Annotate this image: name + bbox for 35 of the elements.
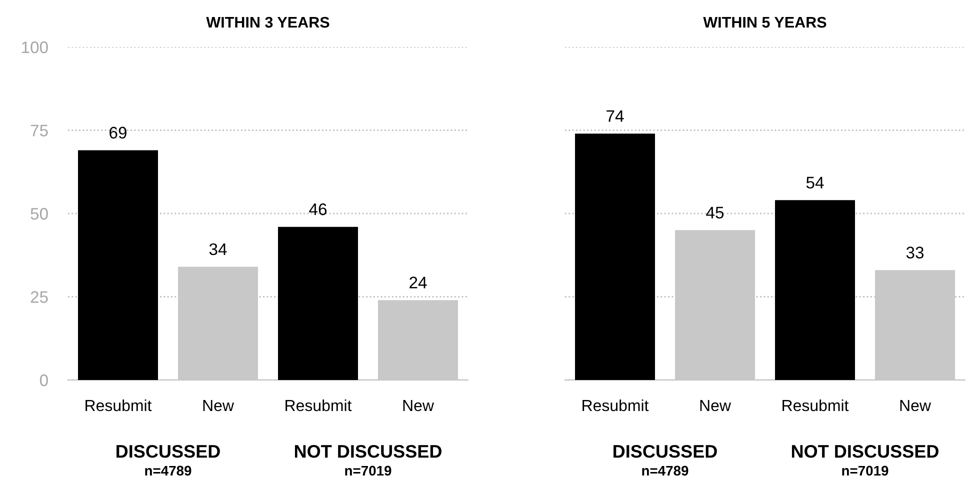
x-tick-label: New (900, 400, 932, 412)
data-label: 74 (606, 110, 624, 122)
data-label: 69 (110, 126, 126, 139)
y-tick-label: 25 (30, 291, 48, 303)
x-tick-label: New (403, 400, 434, 412)
data-label: 34 (209, 243, 227, 256)
data-label: 33 (906, 246, 924, 258)
bar (278, 226, 358, 380)
text: DISCUSSED (116, 444, 220, 458)
x-tick-label: New (700, 400, 732, 412)
data-label: 45 (706, 206, 724, 219)
text: n=4789 (145, 466, 192, 476)
y-tick-label: 50 (30, 208, 48, 220)
data-label: 24 (410, 276, 427, 288)
text: n=7019 (345, 466, 392, 476)
text: DISCUSSED (614, 444, 717, 458)
x-tick-label: Resubmit (286, 399, 352, 412)
text: n=4789 (642, 466, 688, 476)
bar (575, 134, 655, 380)
y-tick-label: 75 (30, 124, 48, 136)
y-tick-label: 100 (22, 41, 48, 54)
x-tick-label: Resubmit (582, 399, 649, 412)
x-tick-label: Resubmit (86, 399, 152, 412)
x-tick-label: New (203, 400, 234, 412)
chart-title: WITHIN 5 YEARS (703, 16, 826, 28)
data-label: 46 (309, 203, 327, 216)
bar (78, 150, 158, 380)
chart-title: WITHIN 3 YEARS (206, 16, 330, 28)
y-tick-label: 0 (40, 374, 48, 386)
text: n=7019 (842, 466, 888, 476)
data-label: 54 (806, 176, 824, 189)
text: NOT DISCUSSED (792, 444, 938, 458)
bar (775, 200, 855, 380)
x-tick-label: Resubmit (782, 399, 849, 412)
text: NOT DISCUSSED (294, 444, 442, 458)
